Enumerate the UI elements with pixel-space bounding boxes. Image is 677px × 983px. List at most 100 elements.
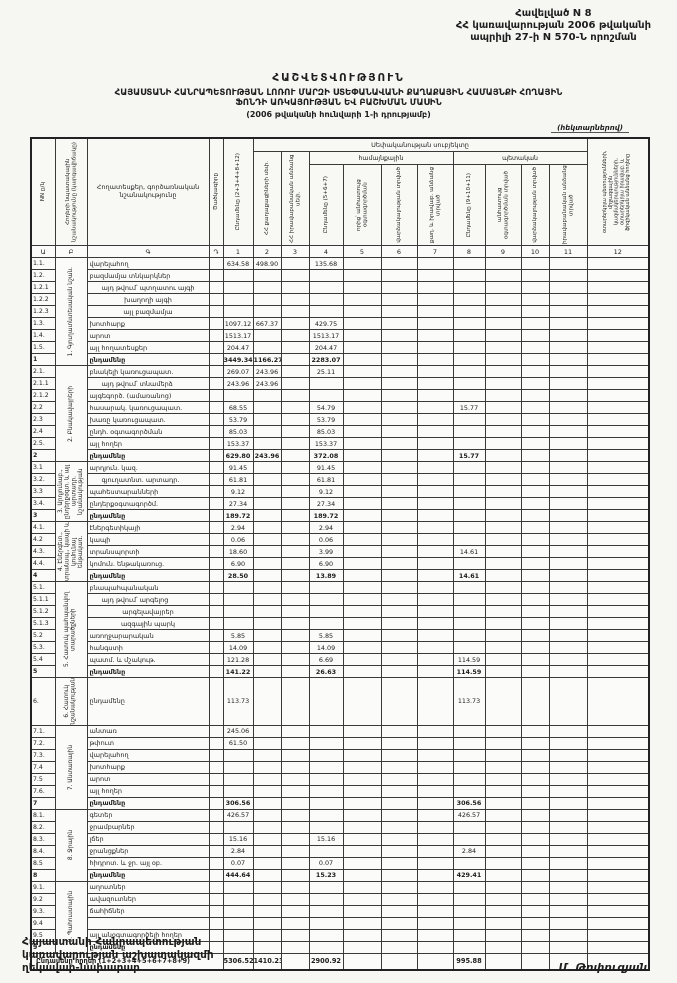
row-value-c6 [380,916,418,930]
row-value-c5 [342,665,382,678]
row-value-c5 [342,437,382,450]
row-value-c8 [452,772,486,786]
row-value-c2 [252,557,282,570]
row-value-c11 [548,269,588,282]
row-value-c9 [484,533,522,546]
row-value-c11 [548,593,588,606]
row-value-c5 [342,641,382,654]
row-value-c3 [280,940,310,954]
row-value-c9 [484,916,522,930]
table-row: 3 ընդամենը 189.72 189.72 [30,509,650,522]
table-row: 4.2 կապի 0.06 0.06 [30,533,650,546]
col-number: Դ [208,245,224,258]
row-value-c1 [222,916,254,930]
row-value-c9 [484,760,522,774]
row-value-c12 [586,329,650,342]
row-value-c12 [586,557,650,570]
row-value-c3 [280,293,310,306]
col-number: Ա [30,245,56,258]
row-value-c8 [452,784,486,798]
row-label: գետեր [86,808,210,822]
row-value-c2 [252,904,282,918]
row-value-c2 [252,401,282,414]
row-value-c10 [520,736,550,750]
row-label: այլ հողատեսքեր [86,341,210,354]
table-row: 3.2. գյուղատնտ. արտադր. 61.81 61.81 [30,473,650,486]
row-value-c10 [520,808,550,822]
row-value-c6 [380,545,418,558]
row-value-c4 [308,916,344,930]
row-value-c10 [520,856,550,870]
row-value-c12 [586,449,650,462]
row-value-c4: 9.12 [308,485,344,498]
row-value-c7 [416,305,454,318]
row-value-c9 [484,377,522,390]
row-value-c11 [548,449,588,462]
row-value-c2 [252,581,282,594]
table-row: 8.5 հիդրոտ. և ջր. այլ օբ. 0.07 0.07 [30,856,650,870]
row-value-c9 [484,736,522,750]
row-value-c1 [222,281,254,294]
row-value-c2 [252,461,282,474]
row-value-c4: 27.34 [308,497,344,510]
row-label: խաղողի այգի [86,293,210,306]
row-value-c9 [484,784,522,798]
row-value-c2 [252,305,282,318]
row-value-c9 [484,449,522,462]
row-value-c12 [586,916,650,930]
row-value-c7 [416,569,454,582]
table-row: 7.6. այլ հողեր [30,784,650,798]
grand-total-c8: 995.88 [452,952,486,971]
row-value-c11 [548,796,588,810]
col-header-foreign: օտարերկրյա պետությունների, միջազգային կա… [586,137,650,246]
row-value-c7 [416,856,454,870]
row-value-c1 [222,305,254,318]
row-value-c4: 25.11 [308,365,344,378]
row-number: 3.3 [30,485,56,498]
row-code [208,844,224,858]
row-value-c8: 429.41 [452,868,486,882]
row-value-c4 [308,940,344,954]
row-code [208,916,224,930]
row-code [208,868,224,882]
row-value-c9 [484,341,522,354]
table-row: 2.2 հասարակ. կառուցապատ. 68.55 54.79 15.77 [30,401,650,414]
row-value-c5 [342,581,382,594]
row-value-c6 [380,868,418,882]
row-value-c1 [222,772,254,786]
row-value-c5 [342,485,382,498]
row-value-c1: 61.81 [222,473,254,486]
row-value-c5 [342,856,382,870]
row-value-c2 [252,677,282,726]
section-label: 2. Բնակավայրերի [54,365,88,462]
row-code [208,748,224,762]
row-value-c6 [380,892,418,906]
row-value-c1: 85.03 [222,425,254,438]
row-value-c7 [416,533,454,546]
row-code [208,329,224,342]
row-value-c7 [416,269,454,282]
row-value-c6 [380,485,418,498]
row-value-c3 [280,401,310,414]
row-value-c8 [452,593,486,606]
row-value-c7 [416,892,454,906]
row-value-c10 [520,305,550,318]
row-value-c11 [548,521,588,534]
row-value-c7 [416,485,454,498]
row-value-c1 [222,904,254,918]
table-row: 2.3 խառը կառուցապատ. 53.79 53.79 [30,413,650,426]
row-code [208,724,224,738]
row-value-c4 [308,844,344,858]
row-value-c8: 113.73 [452,677,486,726]
row-value-c11 [548,904,588,918]
row-value-c3 [280,485,310,498]
row-value-c12 [586,389,650,402]
row-code [208,545,224,558]
row-value-c11 [548,916,588,930]
row-value-c3 [280,784,310,798]
row-value-c4 [308,305,344,318]
row-value-c6 [380,401,418,414]
row-value-c5 [342,940,382,954]
row-value-c11 [548,748,588,762]
row-value-c8 [452,341,486,354]
